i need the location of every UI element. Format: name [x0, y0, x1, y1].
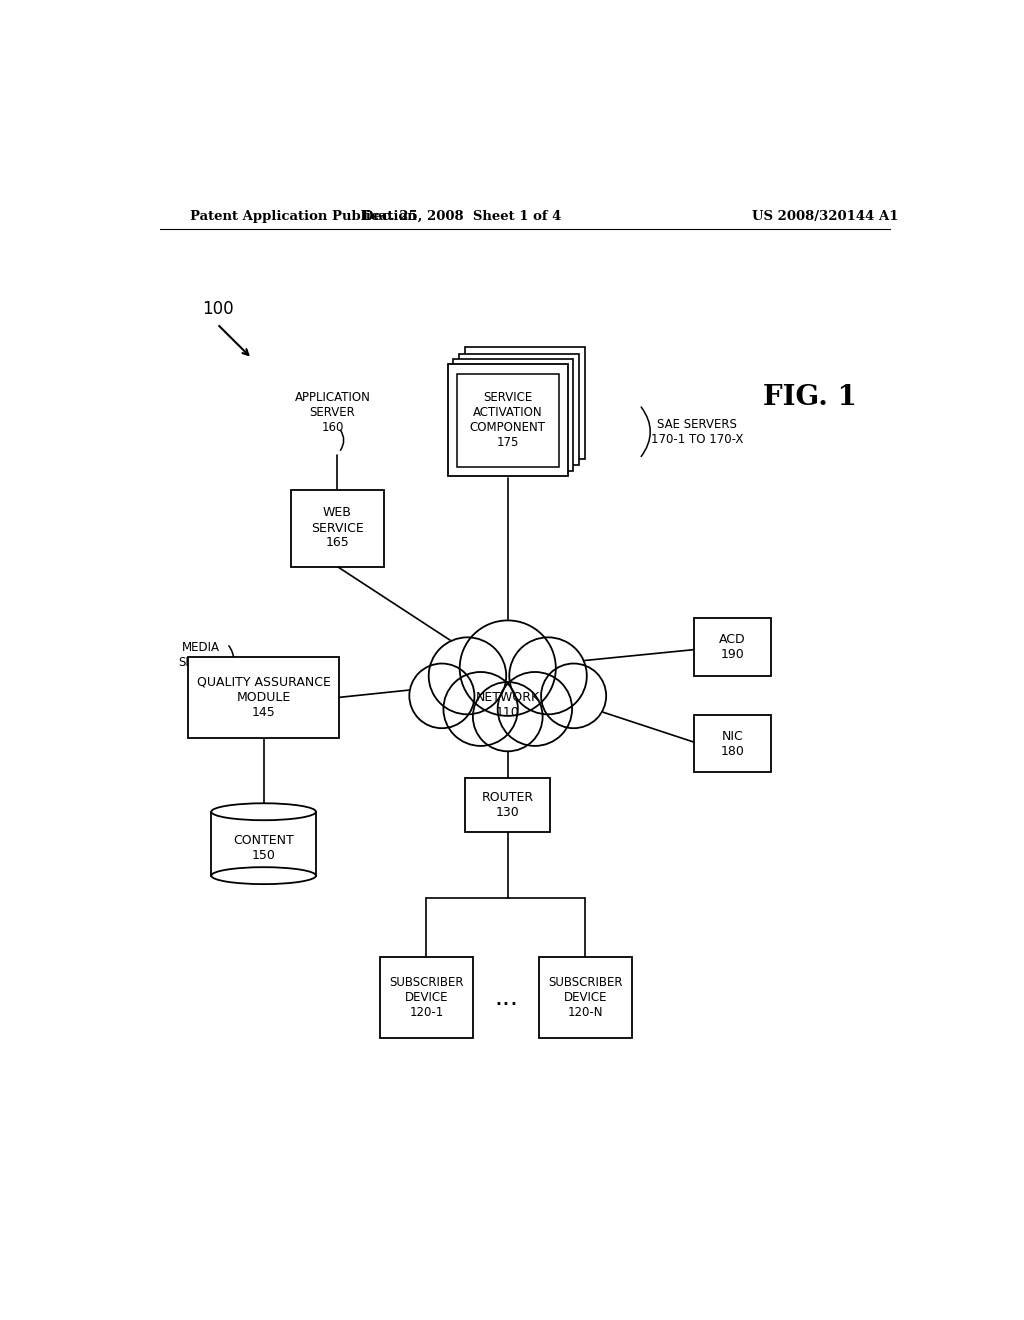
Text: QUALITY ASSURANCE
MODULE
145: QUALITY ASSURANCE MODULE 145: [197, 676, 331, 719]
Circle shape: [443, 672, 518, 746]
Circle shape: [541, 664, 606, 729]
Circle shape: [429, 638, 506, 714]
Text: 100: 100: [202, 300, 233, 318]
FancyBboxPatch shape: [457, 374, 558, 467]
FancyBboxPatch shape: [188, 657, 339, 738]
Text: CONTENT
150: CONTENT 150: [233, 833, 294, 862]
FancyBboxPatch shape: [459, 354, 579, 465]
Circle shape: [498, 672, 572, 746]
Text: APPLICATION
SERVER
160: APPLICATION SERVER 160: [295, 391, 371, 434]
FancyBboxPatch shape: [447, 364, 568, 477]
Text: SAE SERVERS
170-1 TO 170-X: SAE SERVERS 170-1 TO 170-X: [651, 417, 743, 446]
FancyBboxPatch shape: [380, 957, 473, 1038]
Text: SUBSCRIBER
DEVICE
120-1: SUBSCRIBER DEVICE 120-1: [389, 977, 464, 1019]
Text: FIG. 1: FIG. 1: [763, 384, 857, 411]
Text: ...: ...: [495, 986, 518, 1010]
Text: ROUTER
130: ROUTER 130: [481, 791, 534, 820]
Circle shape: [460, 620, 556, 715]
Text: SERVICE
ACTIVATION
COMPONENT
175: SERVICE ACTIVATION COMPONENT 175: [470, 391, 546, 449]
Text: NETWORK
110: NETWORK 110: [476, 692, 540, 719]
FancyBboxPatch shape: [465, 347, 585, 459]
Circle shape: [473, 682, 543, 751]
FancyBboxPatch shape: [453, 359, 573, 471]
FancyBboxPatch shape: [465, 779, 550, 832]
Text: SUBSCRIBER
DEVICE
120-N: SUBSCRIBER DEVICE 120-N: [548, 977, 623, 1019]
Bar: [211, 812, 316, 875]
Text: ACD
190: ACD 190: [719, 634, 745, 661]
FancyBboxPatch shape: [693, 714, 771, 772]
Text: Dec. 25, 2008  Sheet 1 of 4: Dec. 25, 2008 Sheet 1 of 4: [361, 210, 561, 223]
Text: US 2008/320144 A1: US 2008/320144 A1: [753, 210, 899, 223]
FancyBboxPatch shape: [693, 619, 771, 676]
Ellipse shape: [211, 804, 316, 820]
Text: NIC
180: NIC 180: [721, 730, 744, 758]
Text: MEDIA
SERVER
140: MEDIA SERVER 140: [178, 642, 224, 684]
Circle shape: [410, 664, 474, 729]
Text: WEB
SERVICE
165: WEB SERVICE 165: [311, 507, 364, 549]
Ellipse shape: [211, 867, 316, 884]
Circle shape: [509, 638, 587, 714]
Text: Patent Application Publication: Patent Application Publication: [190, 210, 417, 223]
FancyBboxPatch shape: [291, 490, 384, 566]
FancyBboxPatch shape: [539, 957, 632, 1038]
